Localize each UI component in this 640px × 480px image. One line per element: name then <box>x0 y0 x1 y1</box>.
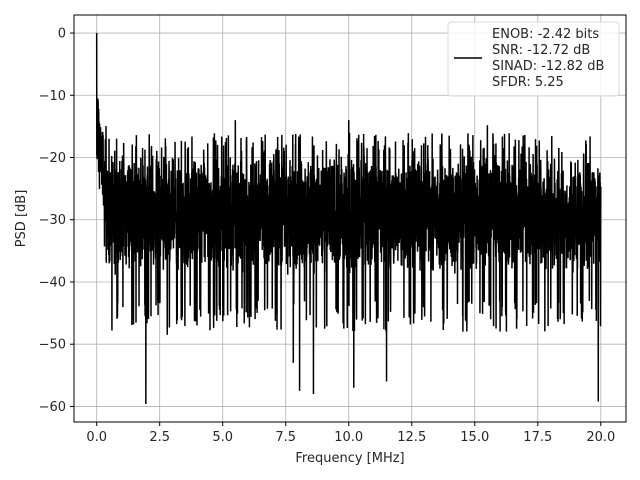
y-tick-label: −40 <box>39 275 66 290</box>
x-tick-label: 0.0 <box>86 430 107 445</box>
y-tick-label: −60 <box>39 400 66 415</box>
axes-frame <box>73 14 627 423</box>
x-tick-label: 12.5 <box>397 430 426 445</box>
legend-snr: SNR: -12.72 dB <box>492 43 590 58</box>
x-axis-ticks: 0.0 2.5 5.0 7.5 10.0 12.5 15.0 17.5 20.0 <box>86 422 615 445</box>
y-tick-label: 0 <box>58 27 66 42</box>
legend-box <box>447 21 620 97</box>
x-tick-label: 10.0 <box>334 430 363 445</box>
y-tick-label: −10 <box>39 89 66 104</box>
y-tick-label: −20 <box>39 151 66 166</box>
x-tick-label: 2.5 <box>149 430 170 445</box>
x-tick-label: 20.0 <box>586 430 615 445</box>
legend-sinad: SINAD: -12.82 dB <box>492 59 604 74</box>
y-tick-label: −30 <box>39 213 66 228</box>
y-tick-label: −50 <box>39 338 66 353</box>
x-tick-label: 17.5 <box>523 430 552 445</box>
plot-area <box>95 33 602 404</box>
legend: ENOB: -2.42 bits SNR: -12.72 dB SINAD: -… <box>447 21 620 97</box>
psd-series-line <box>95 33 602 404</box>
y-axis-label: PSD [dB] <box>14 190 29 248</box>
x-tick-label: 5.0 <box>212 430 233 445</box>
legend-sfdr: SFDR: 5.25 <box>492 75 564 90</box>
y-axis-ticks: 0 −10 −20 −30 −40 −50 −60 <box>39 27 74 415</box>
legend-enob: ENOB: -2.42 bits <box>492 27 599 42</box>
x-tick-label: 15.0 <box>460 430 489 445</box>
x-tick-label: 7.5 <box>275 430 296 445</box>
x-axis-label: Frequency [MHz] <box>295 451 404 466</box>
